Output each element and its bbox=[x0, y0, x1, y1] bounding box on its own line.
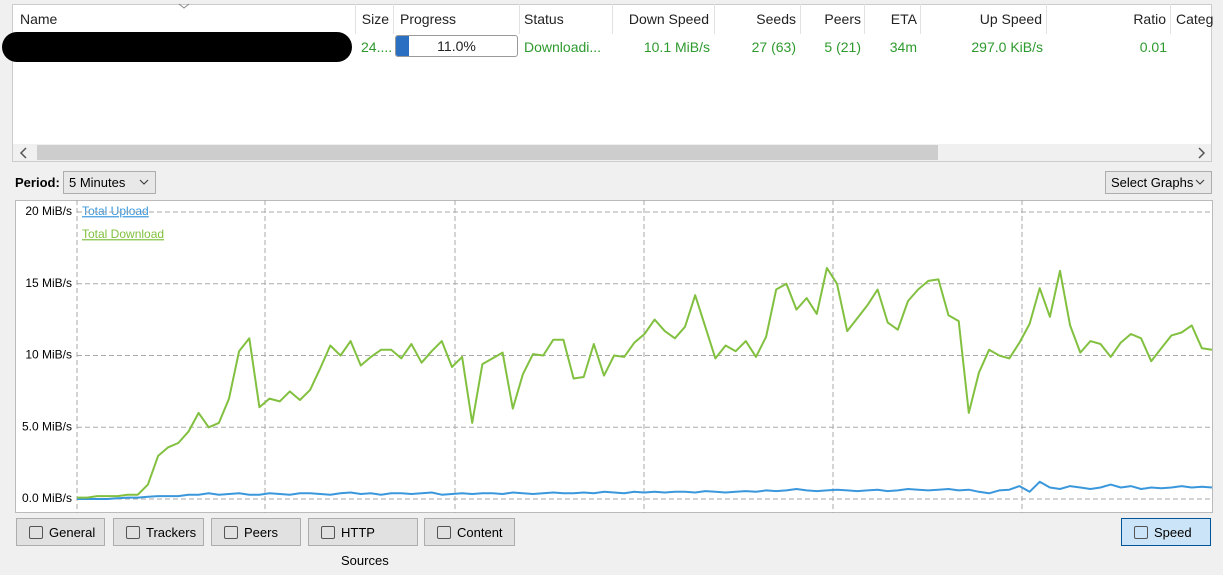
chevron bbox=[1195, 179, 1205, 185]
h-scrollbar[interactable] bbox=[13, 144, 1211, 161]
tab-label: Peers bbox=[244, 525, 278, 540]
column-header[interactable]: Categ bbox=[1176, 11, 1214, 27]
page: Name Size Progress Status Down Speed See… bbox=[2, 3, 1214, 568]
column-header[interactable]: Ratio bbox=[1133, 11, 1166, 27]
progress-bar: 11.0% bbox=[395, 35, 518, 57]
time-grid bbox=[76, 200, 1023, 513]
column-header[interactable]: Seeds bbox=[756, 11, 796, 27]
series-line bbox=[77, 480, 1213, 500]
sort-indicator bbox=[178, 3, 190, 9]
column-header[interactable]: Up Speed bbox=[979, 11, 1042, 27]
series-line bbox=[77, 267, 1213, 499]
tab-label: Content bbox=[457, 525, 503, 540]
chevron bbox=[139, 179, 149, 185]
peers-tab[interactable]: Peers bbox=[211, 518, 301, 546]
content-tab[interactable]: Content bbox=[424, 518, 515, 546]
col-sep bbox=[920, 4, 921, 34]
legend-entry[interactable]: Total Upload bbox=[82, 204, 149, 218]
ratio-cell: 0.01 bbox=[1139, 39, 1167, 55]
column-header[interactable]: Progress bbox=[400, 11, 457, 27]
col-sep bbox=[1170, 4, 1171, 34]
progress-label: 11.0% bbox=[437, 38, 476, 54]
seeds-cell: 27 (63) bbox=[751, 39, 796, 55]
col-sep bbox=[393, 4, 394, 34]
legend-entry[interactable]: Total Download bbox=[82, 227, 164, 241]
y-tick-label: 0.0 MiB/s bbox=[22, 491, 72, 505]
period-label: Period: bbox=[15, 175, 60, 190]
y-tick-label: 20 MiB/s bbox=[25, 204, 72, 218]
y-tick-label: 5.0 MiB/s bbox=[22, 419, 72, 433]
column-header[interactable]: Status bbox=[524, 11, 564, 27]
eta-cell: 34m bbox=[889, 39, 917, 55]
http-sources-tab[interactable]: HTTP Sources bbox=[308, 518, 418, 568]
down-speed-cell: 10.1 MiB/s bbox=[643, 39, 710, 55]
select-graphs-label: Select Graphs bbox=[1111, 175, 1194, 190]
select-graphs[interactable]: Select Graphs bbox=[1105, 171, 1212, 194]
up-speed-cell: 297.0 KiB/s bbox=[971, 39, 1043, 55]
tab-label: General bbox=[49, 525, 96, 540]
column-header[interactable]: Name bbox=[20, 11, 58, 27]
col-sep bbox=[800, 4, 801, 34]
scroll-thumb[interactable] bbox=[37, 145, 938, 160]
col-sep bbox=[355, 4, 356, 34]
y-tick-label: 10 MiB/s bbox=[25, 348, 72, 362]
col-sep bbox=[612, 4, 613, 34]
size-cell: 24.... bbox=[361, 39, 393, 55]
scroll-left[interactable] bbox=[19, 147, 29, 159]
col-sep bbox=[864, 4, 865, 34]
progress-fill bbox=[396, 36, 410, 56]
period-value: 5 Minutes bbox=[69, 175, 126, 190]
column-header[interactable]: Down Speed bbox=[628, 11, 709, 27]
tab-label: Speed bbox=[1154, 525, 1192, 540]
tab-label: HTTP Sources bbox=[341, 525, 389, 568]
speed-tab[interactable]: Speed bbox=[1121, 518, 1211, 546]
redacted-name bbox=[2, 32, 352, 62]
col-sep bbox=[1046, 4, 1047, 34]
col-sep bbox=[714, 4, 715, 34]
status-cell: Downloadi... bbox=[524, 39, 602, 55]
column-header[interactable]: Size bbox=[361, 11, 389, 27]
general-tab[interactable]: General bbox=[16, 518, 105, 546]
period-dropdown[interactable]: 5 Minutes bbox=[63, 171, 156, 194]
column-header[interactable]: ETA bbox=[890, 11, 917, 27]
tab-label: Trackers bbox=[146, 525, 197, 540]
peers-cell: 5 (21) bbox=[824, 39, 861, 55]
trackers-tab[interactable]: Trackers bbox=[113, 518, 204, 546]
column-header[interactable]: Peers bbox=[824, 11, 861, 27]
speed-chart: Total Upload Total Download 0.0 MiB/s 5.0… bbox=[15, 200, 1213, 513]
col-sep bbox=[519, 4, 520, 34]
scroll-right[interactable] bbox=[1196, 147, 1206, 159]
y-tick-label: 15 MiB/s bbox=[25, 276, 72, 290]
